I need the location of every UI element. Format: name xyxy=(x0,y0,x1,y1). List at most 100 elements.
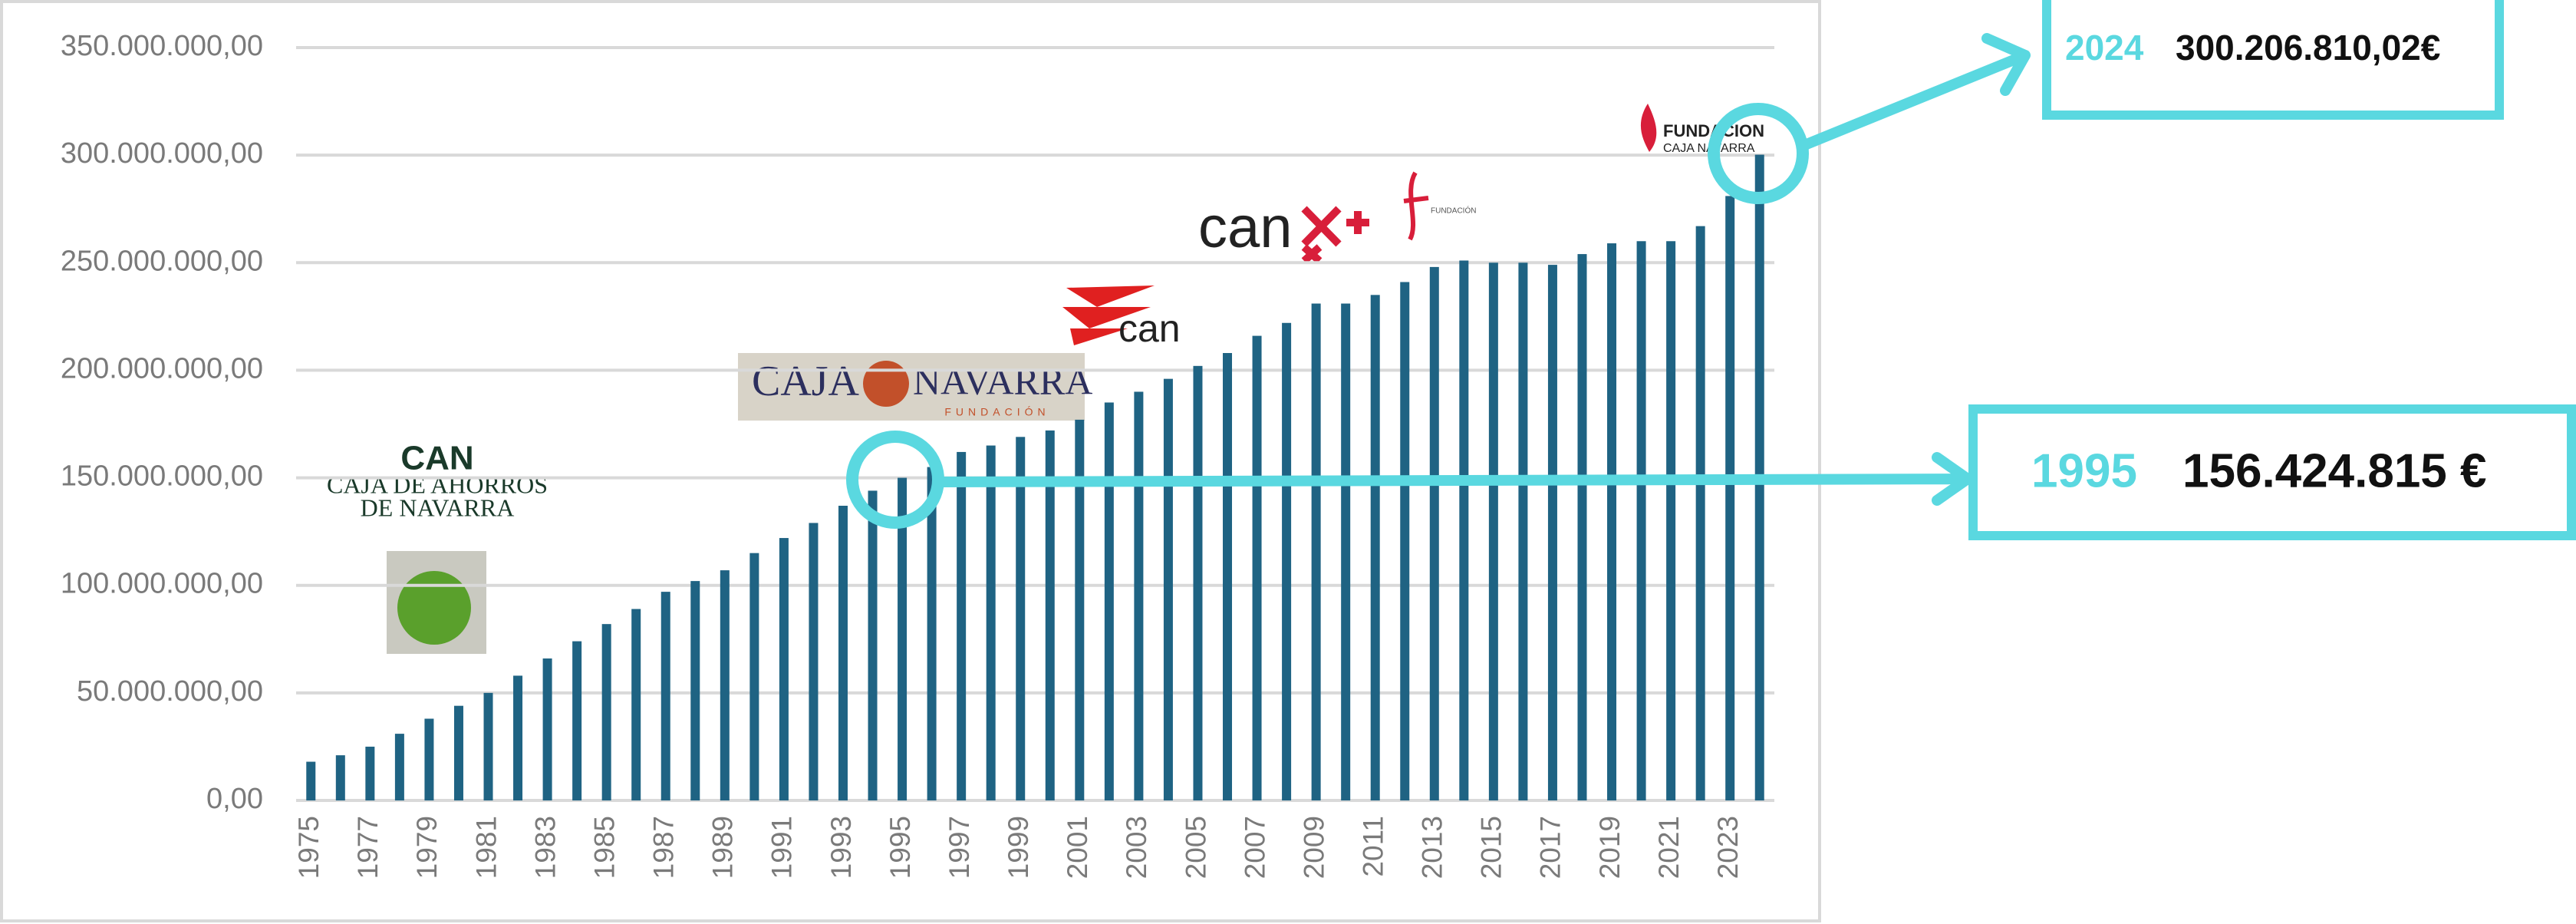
logo-shape xyxy=(1403,171,1429,241)
bar xyxy=(453,705,463,800)
bar xyxy=(424,718,434,800)
bar xyxy=(1459,260,1469,800)
y-tick-label: 150.000.000,00 xyxy=(61,460,263,493)
bar xyxy=(1252,335,1262,800)
callout-value: 300.206.810,02€ xyxy=(2176,28,2440,68)
bar xyxy=(542,658,552,800)
y-tick-label: 300.000.000,00 xyxy=(61,137,263,170)
x-tick-label: 2007 xyxy=(1239,816,1270,879)
bar xyxy=(1429,266,1439,800)
callout-box xyxy=(1968,404,2576,540)
bar xyxy=(1725,196,1735,800)
callout-year: 2024 xyxy=(2065,28,2144,68)
x-tick-label: 1995 xyxy=(884,816,916,879)
bar xyxy=(809,523,819,800)
plot: 0,00 50.000.000,00 100.000.000,00 150.000.0… xyxy=(61,30,1774,879)
logo-can-2000: can xyxy=(1062,285,1181,350)
x-tick-label: 1999 xyxy=(1003,816,1034,879)
x-tick-label: 1987 xyxy=(648,816,680,879)
x-tick-label: 1979 xyxy=(411,816,443,879)
bar xyxy=(1163,378,1173,800)
bar xyxy=(306,761,316,800)
bar xyxy=(720,570,730,800)
bar xyxy=(1104,402,1114,800)
bar xyxy=(1045,430,1055,800)
logo-text: NAVARRA xyxy=(913,359,1092,402)
bar xyxy=(513,675,523,800)
logo-can-old: CAN CAJA DE AHORROS DE NAVARRA xyxy=(327,440,548,654)
bar xyxy=(1695,226,1705,800)
y-tick-label: 0,00 xyxy=(206,783,263,815)
logo-bg xyxy=(738,353,1085,421)
bar xyxy=(335,755,345,800)
y-tick-label: 50.000.000,00 xyxy=(77,675,263,708)
logo-text: FUNDACIÓN xyxy=(944,406,1049,418)
x-tick-label: 2003 xyxy=(1121,816,1152,879)
bar xyxy=(868,490,878,800)
chart-frame xyxy=(0,0,1821,922)
bar xyxy=(1636,241,1646,800)
bar xyxy=(1134,391,1144,800)
logo-text: can xyxy=(1118,307,1181,350)
callouts: 2024 300.206.810,02€ 1995 156.424.815 € xyxy=(846,0,2576,540)
x-tick-label: 2019 xyxy=(1594,816,1626,879)
x-tick-label: 2021 xyxy=(1653,816,1685,879)
callout-box xyxy=(2042,0,2504,120)
x-tick-label: 1989 xyxy=(707,816,739,879)
bar xyxy=(957,451,967,800)
bar xyxy=(1370,295,1380,800)
logo-text: CAJA xyxy=(752,358,860,405)
bar xyxy=(1518,262,1528,800)
x-tick-label: 1991 xyxy=(766,816,798,879)
logo-fundacion-2012: FUNDACIÓN xyxy=(1403,171,1476,241)
x-tick-label: 2005 xyxy=(1180,816,1211,879)
x-tick-label: 1983 xyxy=(529,816,561,879)
x-tick-label: 2015 xyxy=(1476,816,1507,879)
x-tick-label: 1985 xyxy=(588,816,620,879)
y-tick-label: 100.000.000,00 xyxy=(61,568,263,600)
bar xyxy=(660,592,670,800)
x-tick-label: 1981 xyxy=(470,816,502,879)
callout-arrow xyxy=(1797,33,2031,151)
logo-can-2008: can xyxy=(1198,195,1369,264)
logo-shape xyxy=(397,571,471,645)
y-tick-label: 250.000.000,00 xyxy=(61,245,263,277)
bar xyxy=(601,624,611,800)
bar xyxy=(572,641,582,800)
callout-year: 1995 xyxy=(2031,444,2137,497)
callout-arrow xyxy=(933,452,1973,506)
bar xyxy=(1607,243,1617,800)
x-tick-label: 2017 xyxy=(1535,816,1566,879)
y-tick-label: 350.000.000,00 xyxy=(61,30,263,62)
bar xyxy=(779,538,789,800)
logo-text: CAN xyxy=(400,440,473,477)
logo-shape xyxy=(1640,104,1657,152)
x-tick-label: 2001 xyxy=(1062,816,1093,879)
bar xyxy=(986,445,996,800)
x-tick-label: 2013 xyxy=(1417,816,1448,879)
bar xyxy=(365,746,375,800)
logo-text: DE NAVARRA xyxy=(361,493,515,521)
callout-value: 156.424.815 € xyxy=(2182,444,2487,497)
logo-text: can xyxy=(1198,195,1293,260)
x-tick-label: 1975 xyxy=(293,816,324,879)
bar xyxy=(631,609,641,800)
x-tick-label: 2023 xyxy=(1712,816,1744,879)
logo-caja-navarra: CAJA NAVARRA FUNDACIÓN xyxy=(738,353,1092,421)
bar xyxy=(1666,241,1676,800)
y-tick-label: 200.000.000,00 xyxy=(61,352,263,384)
bar xyxy=(1223,353,1233,800)
x-tick-label: 1977 xyxy=(352,816,384,879)
bar xyxy=(749,553,759,800)
bar xyxy=(838,506,848,800)
bar xyxy=(1311,303,1321,800)
x-tick-label: 2009 xyxy=(1298,816,1329,879)
bar xyxy=(898,477,908,800)
logo-text: FUNDACIÓN xyxy=(1431,206,1476,216)
bar xyxy=(1016,437,1026,800)
bar xyxy=(1341,303,1351,800)
x-tick-label: 1997 xyxy=(944,816,975,879)
bar xyxy=(1400,282,1410,800)
x-tick-label: 1993 xyxy=(825,816,857,879)
bar xyxy=(927,467,937,800)
